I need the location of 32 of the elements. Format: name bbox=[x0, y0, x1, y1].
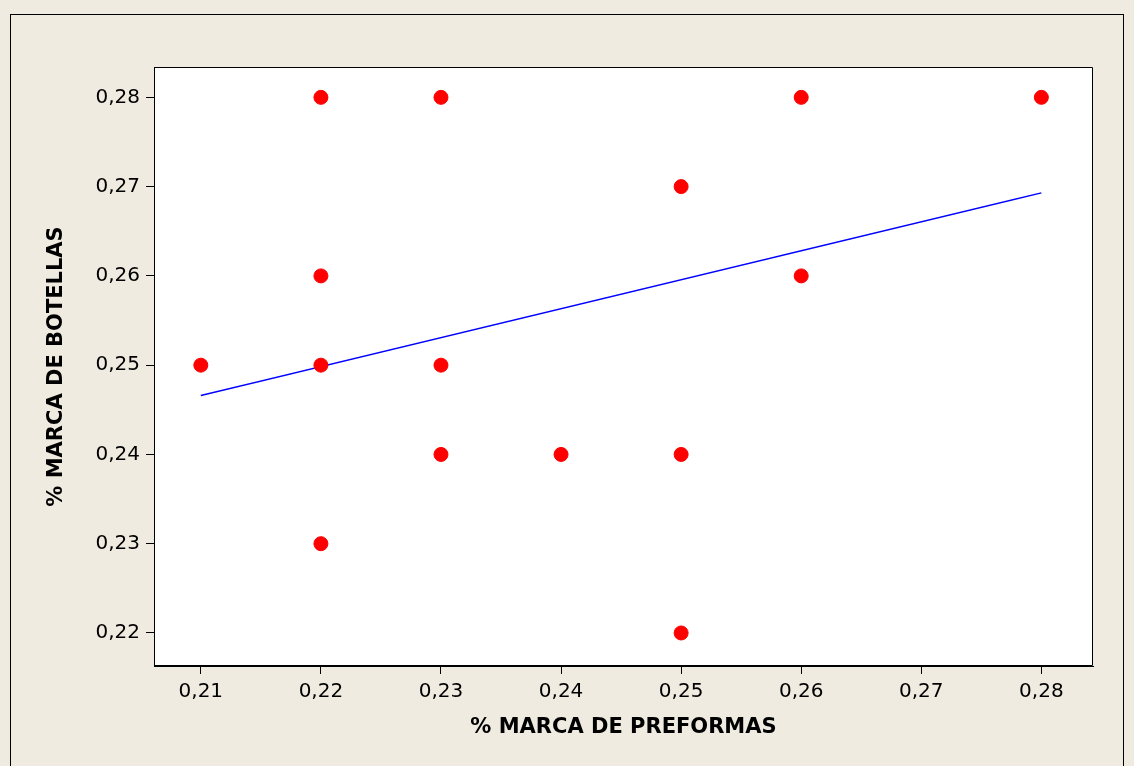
point bbox=[553, 446, 569, 462]
x-tick-label: 0,24 bbox=[538, 678, 584, 703]
point bbox=[313, 89, 329, 105]
point bbox=[433, 89, 449, 105]
x-tick-label: 0,26 bbox=[778, 678, 824, 703]
y-tick-label: 0,28 bbox=[95, 83, 140, 108]
y-tick-label: 0,23 bbox=[95, 529, 140, 554]
y-tick-label: 0,26 bbox=[95, 262, 140, 287]
y-tick-label: 0,25 bbox=[95, 351, 140, 376]
point bbox=[313, 268, 329, 284]
point bbox=[433, 446, 449, 462]
y-tick-label: 0,27 bbox=[95, 172, 140, 197]
point bbox=[193, 357, 209, 373]
point bbox=[433, 357, 449, 373]
point bbox=[313, 357, 329, 373]
x-tick-label: 0,28 bbox=[1019, 678, 1064, 703]
y-tick-label: 0,22 bbox=[95, 619, 140, 644]
point bbox=[313, 536, 329, 552]
point bbox=[793, 89, 809, 105]
x-axis-title: % MARCA DE PREFORMAS bbox=[470, 713, 777, 738]
x-tick-label: 0,21 bbox=[178, 678, 224, 703]
x-tick-label: 0,27 bbox=[899, 678, 944, 703]
point bbox=[793, 268, 809, 284]
x-tick-label: 0,25 bbox=[658, 678, 704, 703]
y-tick-label: 0,24 bbox=[95, 440, 140, 465]
point bbox=[673, 179, 689, 195]
y-axis-title: % MARCA DE BOTELLAS bbox=[43, 226, 68, 507]
x-tick-label: 0,22 bbox=[298, 678, 344, 703]
point bbox=[673, 446, 689, 462]
x-tick-label: 0,23 bbox=[418, 678, 464, 703]
point bbox=[673, 625, 689, 641]
point bbox=[1033, 89, 1049, 105]
